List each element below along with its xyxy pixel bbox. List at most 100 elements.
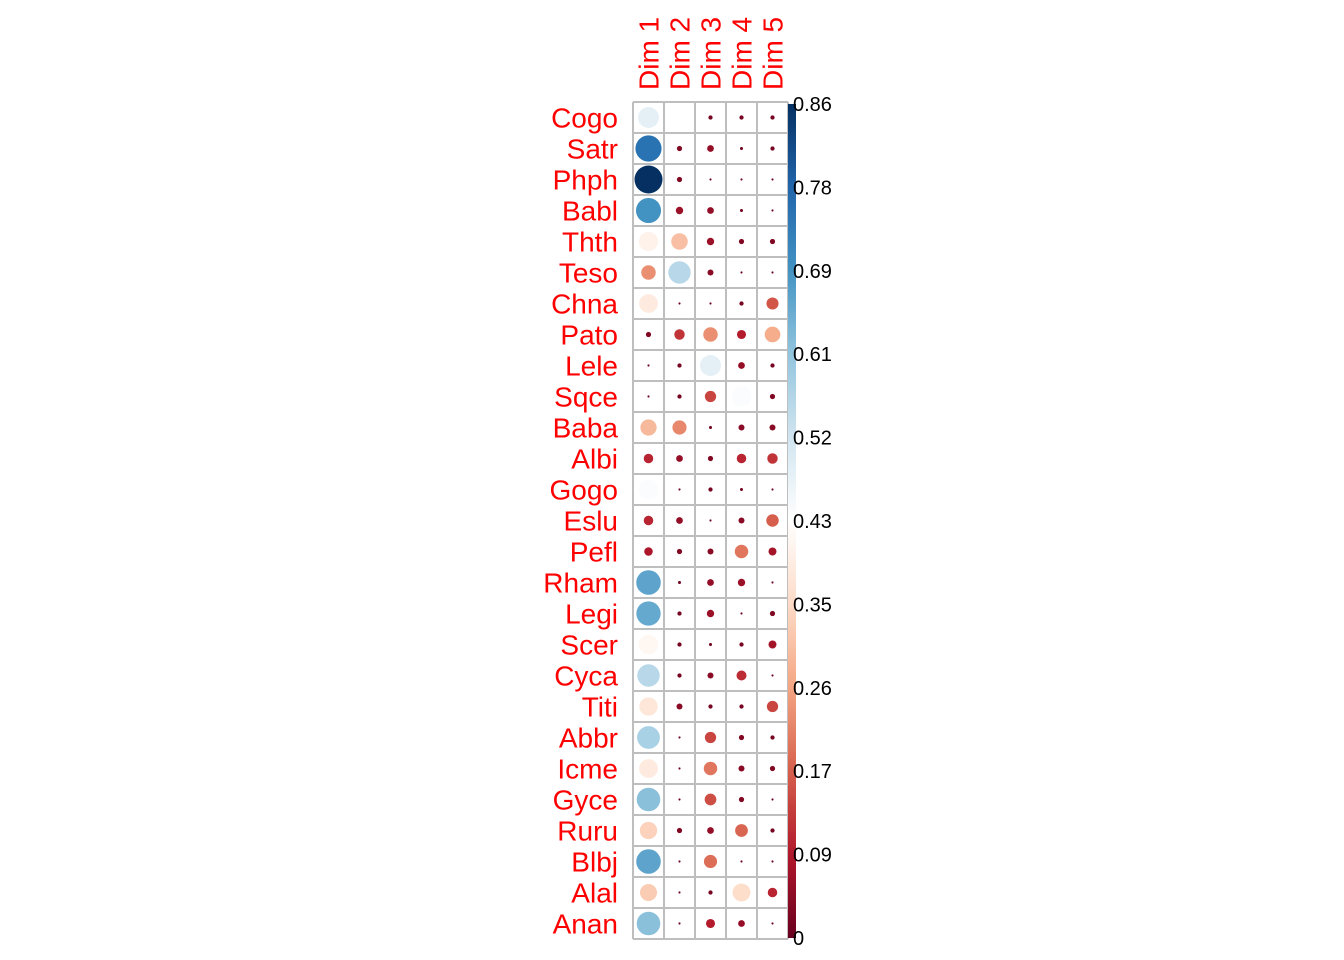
dot-titi-dim2 [676, 703, 683, 710]
dot-sqce-dim4 [731, 386, 752, 407]
dot-thth-dim4 [738, 238, 745, 245]
dot-legi-dim1 [636, 601, 661, 626]
row-label-blbj: Blbj [571, 847, 618, 878]
dot-legi-dim4 [740, 612, 743, 615]
dot-abbr-dim1 [637, 726, 660, 749]
dot-rham-dim4 [737, 578, 746, 587]
dot-ruru-dim1 [639, 821, 658, 840]
colorbar-tick-label: 0.52 [793, 428, 832, 450]
dot-icme-dim5 [769, 765, 776, 772]
dot-gyce-dim1 [636, 787, 661, 812]
dot-chna-dim2 [678, 302, 681, 305]
dot-gogo-dim3 [708, 487, 713, 492]
row-label-chna: Chna [551, 289, 618, 320]
dot-babl-dim4 [739, 208, 744, 213]
dot-lele-dim2 [677, 363, 682, 368]
dot-scer-dim1 [638, 634, 659, 655]
dot-alal-dim5 [767, 887, 778, 898]
row-label-babl: Babl [562, 196, 618, 227]
row-labels: CogoSatrPhphBablThthTesoChnaPatoLeleSqce… [543, 103, 618, 940]
column-label-dim-1: Dim 1 [634, 17, 665, 90]
dot-phph-dim5 [771, 178, 774, 181]
dot-pato-dim5 [764, 326, 781, 343]
dot-eslu-dim3 [709, 519, 712, 522]
dot-baba-dim5 [769, 424, 776, 431]
dot-pefl-dim2 [676, 548, 683, 555]
row-label-phph: Phph [553, 165, 618, 196]
dot-blbj-dim3 [703, 854, 718, 869]
dot-teso-dim2 [668, 261, 691, 284]
dot-satr-dim5 [770, 146, 775, 151]
dot-baba-dim3 [708, 425, 713, 430]
dot-albi-dim1 [643, 453, 654, 464]
dot-blbj-dim1 [636, 849, 661, 874]
colorbar-tick-label: 0.35 [793, 594, 832, 616]
dot-baba-dim4 [738, 424, 745, 431]
dot-phph-dim2 [676, 176, 683, 183]
colorbar-tick-label: 0 [793, 928, 804, 950]
dot-gogo-dim1 [638, 479, 659, 500]
dot-gyce-dim3 [704, 793, 717, 806]
dot-teso-dim1 [641, 265, 656, 280]
dot-eslu-dim2 [676, 517, 683, 524]
colorbar-legend: 0 0.09 0.17 0.26 0.35 0.43 0.52 0.61 0.69 0.78 0.8… [788, 94, 832, 950]
dot-thth-dim2 [671, 233, 688, 250]
dot-ruru-dim3 [707, 827, 714, 834]
dot-rham-dim3 [707, 579, 714, 586]
dot-cyca-dim5 [771, 674, 774, 677]
dot-cyca-dim2 [677, 673, 682, 678]
dot-alal-dim2 [678, 891, 681, 894]
row-label-rham: Rham [543, 568, 618, 599]
dot-anan-dim1 [636, 911, 661, 936]
dot-cyca-dim3 [707, 672, 714, 679]
colorbar-tick-label: 0.09 [793, 845, 832, 867]
dot-pato-dim3 [703, 327, 718, 342]
dot-cogo-dim1 [638, 107, 659, 128]
dot-baba-dim2 [672, 420, 687, 435]
dot-albi-dim2 [676, 455, 683, 462]
dot-titi-dim3 [708, 704, 713, 709]
dot-pato-dim1 [645, 331, 652, 338]
dot-blbj-dim5 [771, 860, 774, 863]
dot-gogo-dim2 [678, 488, 681, 491]
row-label-cyca: Cyca [554, 661, 618, 692]
row-label-gyce: Gyce [553, 785, 618, 816]
colorbar-tick-label: 0.43 [793, 511, 832, 533]
dot-albi-dim4 [736, 453, 747, 464]
dot-abbr-dim3 [704, 731, 717, 744]
dot-teso-dim5 [771, 271, 774, 274]
column-label-dim-2: Dim 2 [665, 17, 696, 90]
colorbar-tick-label: 0.26 [793, 678, 832, 700]
colorbar-tick-label: 0.69 [793, 261, 832, 283]
dot-phph-dim1 [634, 165, 663, 194]
row-label-pato: Pato [560, 320, 618, 351]
row-label-albi: Albi [571, 444, 618, 475]
dot-scer-dim3 [708, 642, 713, 647]
dot-pefl-dim1 [644, 547, 653, 556]
dot-titi-dim1 [639, 697, 658, 716]
dot-teso-dim4 [740, 271, 743, 274]
row-label-teso: Teso [559, 258, 618, 289]
dot-legi-dim2 [677, 611, 682, 616]
dot-albi-dim3 [707, 455, 714, 462]
dot-chna-dim1 [639, 294, 658, 313]
dot-icme-dim1 [639, 759, 658, 778]
colorbar-tick-label: 0.17 [793, 761, 832, 783]
row-label-sqce: Sqce [554, 382, 618, 413]
colorbar-tick-label: 0.86 [793, 94, 832, 116]
dot-abbr-dim2 [678, 736, 681, 739]
dot-icme-dim3 [703, 761, 718, 776]
dot-ruru-dim4 [735, 824, 748, 837]
dot-pato-dim4 [736, 329, 747, 340]
row-label-gogo: Gogo [550, 475, 619, 506]
column-labels: Dim 1 Dim 2 Dim 3 Dim 4 Dim 5 [634, 17, 789, 90]
dot-titi-dim5 [766, 700, 779, 713]
dot-cogo-dim3 [708, 115, 713, 120]
dot-gogo-dim5 [771, 488, 774, 491]
row-label-alal: Alal [571, 878, 618, 909]
dot-lele-dim4 [738, 362, 745, 369]
row-label-pefl: Pefl [570, 537, 618, 568]
dots [634, 107, 781, 936]
row-label-lele: Lele [565, 351, 618, 382]
